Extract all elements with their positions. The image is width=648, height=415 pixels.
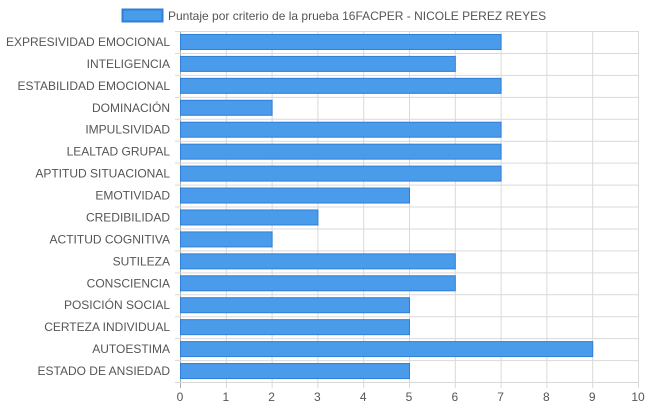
bar[interactable] [180, 55, 456, 72]
x-tick-label: 8 [543, 390, 550, 404]
bar[interactable] [180, 275, 456, 292]
x-tick-label: 0 [177, 390, 184, 404]
category-label: ESTADO DE ANSIEDAD [38, 364, 171, 378]
x-tick-label: 2 [268, 390, 275, 404]
category-label: AUTOESTIMA [92, 342, 170, 356]
bar[interactable] [180, 231, 273, 248]
x-tick-label: 10 [631, 390, 645, 404]
category-label: CERTEZA INDIVIDUAL [44, 320, 170, 334]
x-tick-label: 5 [406, 390, 413, 404]
category-label: CREDIBILIDAD [86, 210, 170, 224]
x-tick-label: 7 [497, 390, 504, 404]
category-label: IMPULSIVIDAD [85, 123, 170, 137]
bar[interactable] [180, 253, 456, 270]
bar[interactable] [180, 165, 502, 182]
bar[interactable] [180, 297, 410, 314]
x-tick-label: 4 [360, 390, 367, 404]
bar[interactable] [180, 77, 502, 94]
bar[interactable] [180, 209, 319, 226]
x-axis-tick-labels: 0 1 2 3 4 5 6 7 8 9 10 [177, 390, 645, 404]
y-axis-labels: EXPRESIVIDAD EMOCIONAL INTELIGENCIA ESTABI… [6, 35, 170, 378]
x-tick-label: 1 [222, 390, 229, 404]
x-tick-label: 6 [451, 390, 458, 404]
bar[interactable] [180, 319, 410, 336]
bar[interactable] [180, 33, 502, 50]
bar[interactable] [180, 187, 410, 204]
category-label: DOMINACIÓN [92, 100, 170, 115]
bar[interactable] [180, 143, 502, 160]
category-label: EMOTIVIDAD [95, 189, 170, 203]
bar[interactable] [180, 99, 273, 116]
legend-swatch[interactable] [121, 8, 164, 23]
x-tick-label: 3 [314, 390, 321, 404]
legend-label[interactable]: Puntaje por criterio de la prueba 16FACP… [168, 9, 546, 23]
category-label: INTELIGENCIA [87, 57, 170, 71]
category-label: ESTABILIDAD EMOCIONAL [18, 79, 171, 93]
x-tick-label: 9 [589, 390, 596, 404]
bar[interactable] [180, 121, 502, 138]
bar[interactable] [180, 363, 410, 380]
category-label: APTITUD SITUACIONAL [35, 167, 170, 181]
category-label: SUTILEZA [113, 254, 170, 268]
category-label: EXPRESIVIDAD EMOCIONAL [6, 35, 170, 49]
category-label: CONSCIENCIA [87, 276, 170, 290]
category-label: POSICIÓN SOCIAL [64, 297, 170, 312]
category-label: ACTITUD COGNITIVA [50, 232, 170, 246]
bars [180, 33, 594, 380]
category-label: LEALTAD GRUPAL [67, 145, 171, 159]
bar[interactable] [180, 341, 594, 358]
legend[interactable]: Puntaje por criterio de la prueba 16FACP… [121, 8, 547, 23]
